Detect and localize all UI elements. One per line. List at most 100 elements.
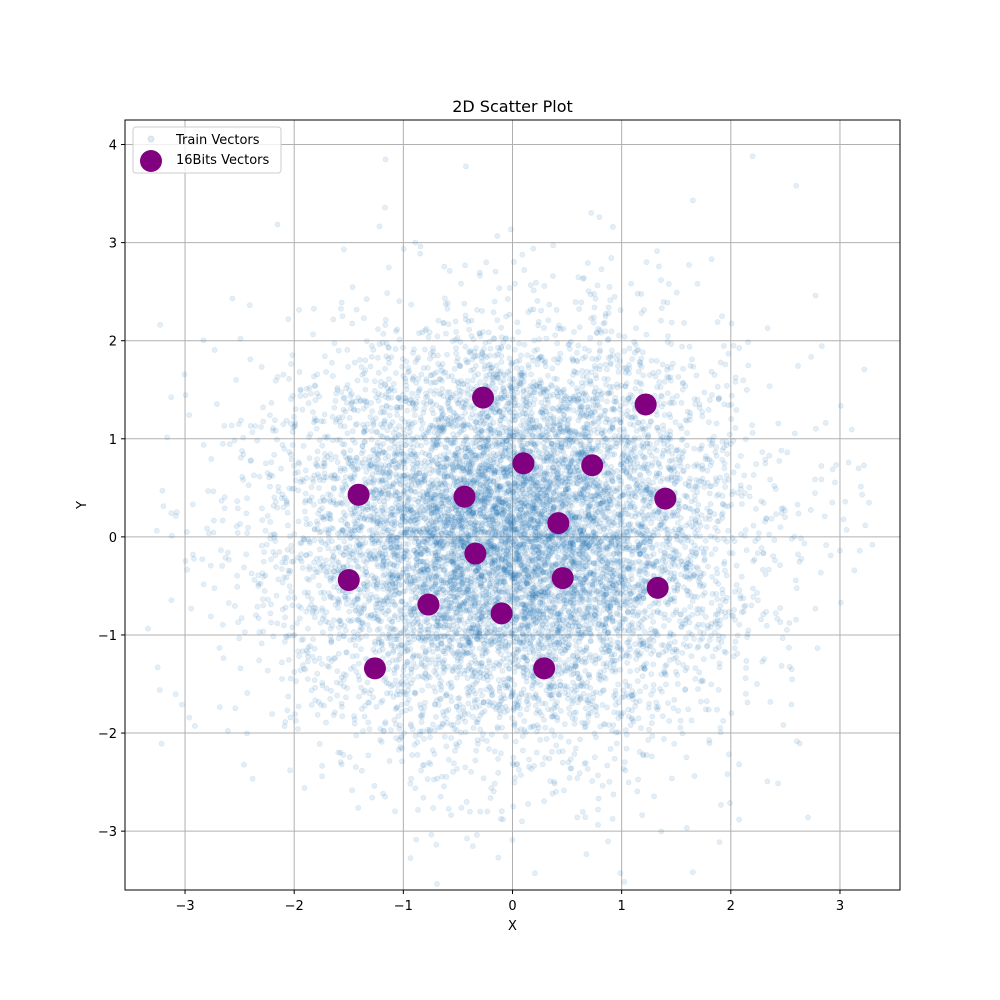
train-vector-point (712, 618, 719, 625)
train-vector-point (578, 477, 585, 483)
train-vector-point (729, 550, 736, 557)
train-vector-point (296, 615, 303, 622)
train-vector-point (670, 512, 676, 518)
train-vector-point (557, 678, 563, 685)
train-vector-point (508, 569, 515, 576)
train-vector-point (353, 732, 360, 739)
train-vector-point (638, 623, 645, 630)
train-vector-point (584, 766, 591, 772)
train-vector-point (753, 461, 760, 467)
train-vector-point (447, 599, 454, 606)
train-vector-point (231, 437, 238, 444)
train-vector-point (547, 493, 554, 500)
train-vector-point (606, 778, 613, 785)
train-vector-point (494, 546, 501, 552)
train-vector-point (679, 730, 686, 737)
train-vector-point (648, 720, 655, 727)
train-vector-point (541, 283, 548, 289)
train-vector-point (315, 582, 322, 589)
train-vector-point (537, 377, 544, 383)
train-vector-point (499, 534, 506, 541)
train-vector-point (347, 618, 354, 625)
train-vector-point (634, 788, 641, 795)
train-vector-point (188, 605, 194, 612)
train-vectors-series (145, 153, 876, 887)
train-vector-point (346, 543, 353, 550)
train-vector-point (501, 519, 508, 526)
train-vector-point (465, 643, 472, 649)
train-vector-point (563, 404, 570, 410)
train-vector-point (614, 384, 621, 391)
train-vector-point (620, 396, 626, 402)
train-vector-point (581, 524, 588, 531)
train-vector-point (480, 593, 487, 599)
train-vector-point (572, 745, 579, 752)
train-vector-point (628, 280, 634, 287)
train-vector-point (654, 608, 661, 614)
train-vector-point (723, 382, 730, 389)
train-vector-point (525, 510, 532, 517)
train-vector-point (500, 339, 507, 346)
train-vector-point (521, 615, 528, 622)
train-vector-point (706, 740, 713, 746)
train-vector-point (264, 667, 271, 674)
train-vector-point (545, 385, 552, 392)
train-vector-point (605, 536, 612, 542)
train-vector-point (542, 489, 549, 495)
train-vector-point (595, 806, 601, 813)
train-vector-point (712, 546, 719, 553)
train-vector-point (842, 498, 849, 505)
train-vector-point (608, 328, 615, 335)
train-vector-point (404, 525, 411, 532)
train-vector-point (621, 878, 628, 885)
train-vector-point (579, 719, 585, 726)
train-vector-point (673, 607, 680, 613)
train-vector-point (471, 669, 478, 676)
train-vector-point (679, 343, 685, 350)
train-vector-point (479, 736, 485, 742)
train-vector-point (371, 783, 378, 789)
train-vector-point (741, 603, 747, 610)
train-vector-point (256, 629, 263, 636)
train-vector-point (549, 365, 556, 372)
train-vector-point (241, 564, 247, 571)
train-vector-point (426, 529, 433, 536)
train-vector-point (428, 534, 434, 541)
train-vector-point (512, 481, 519, 488)
train-vector-point (696, 574, 703, 581)
train-vector-point (759, 449, 766, 455)
train-vector-point (733, 582, 740, 588)
train-vector-point (385, 360, 392, 366)
train-vector-point (590, 518, 596, 525)
train-vector-point (442, 633, 449, 640)
train-vector-point (383, 582, 390, 589)
train-vector-point (301, 536, 308, 543)
train-vector-point (307, 390, 314, 397)
train-vector-point (749, 422, 755, 429)
train-vector-point (220, 655, 227, 661)
train-vector-point (671, 638, 678, 645)
train-vector-point (530, 568, 537, 575)
train-vector-point (463, 799, 470, 805)
train-vector-point (281, 723, 288, 730)
train-vector-point (243, 551, 250, 558)
train-vector-point (411, 547, 417, 554)
train-vector-point (380, 572, 387, 579)
train-vector-point (366, 627, 373, 633)
train-vector-point (632, 385, 639, 392)
train-vector-point (596, 340, 603, 347)
train-vector-point (531, 549, 537, 555)
train-vector-point (866, 499, 872, 506)
train-vector-point (699, 606, 706, 612)
train-vector-point (749, 429, 756, 436)
train-vector-point (441, 295, 448, 302)
train-vector-point (321, 353, 328, 360)
train-vector-point (597, 579, 604, 586)
train-vector-point (465, 650, 472, 656)
train-vector-point (459, 399, 466, 406)
train-vector-point (684, 417, 690, 424)
train-vector-point (660, 515, 667, 522)
train-vector-point (704, 642, 711, 649)
train-vector-point (766, 452, 773, 459)
train-vector-point (588, 705, 595, 711)
